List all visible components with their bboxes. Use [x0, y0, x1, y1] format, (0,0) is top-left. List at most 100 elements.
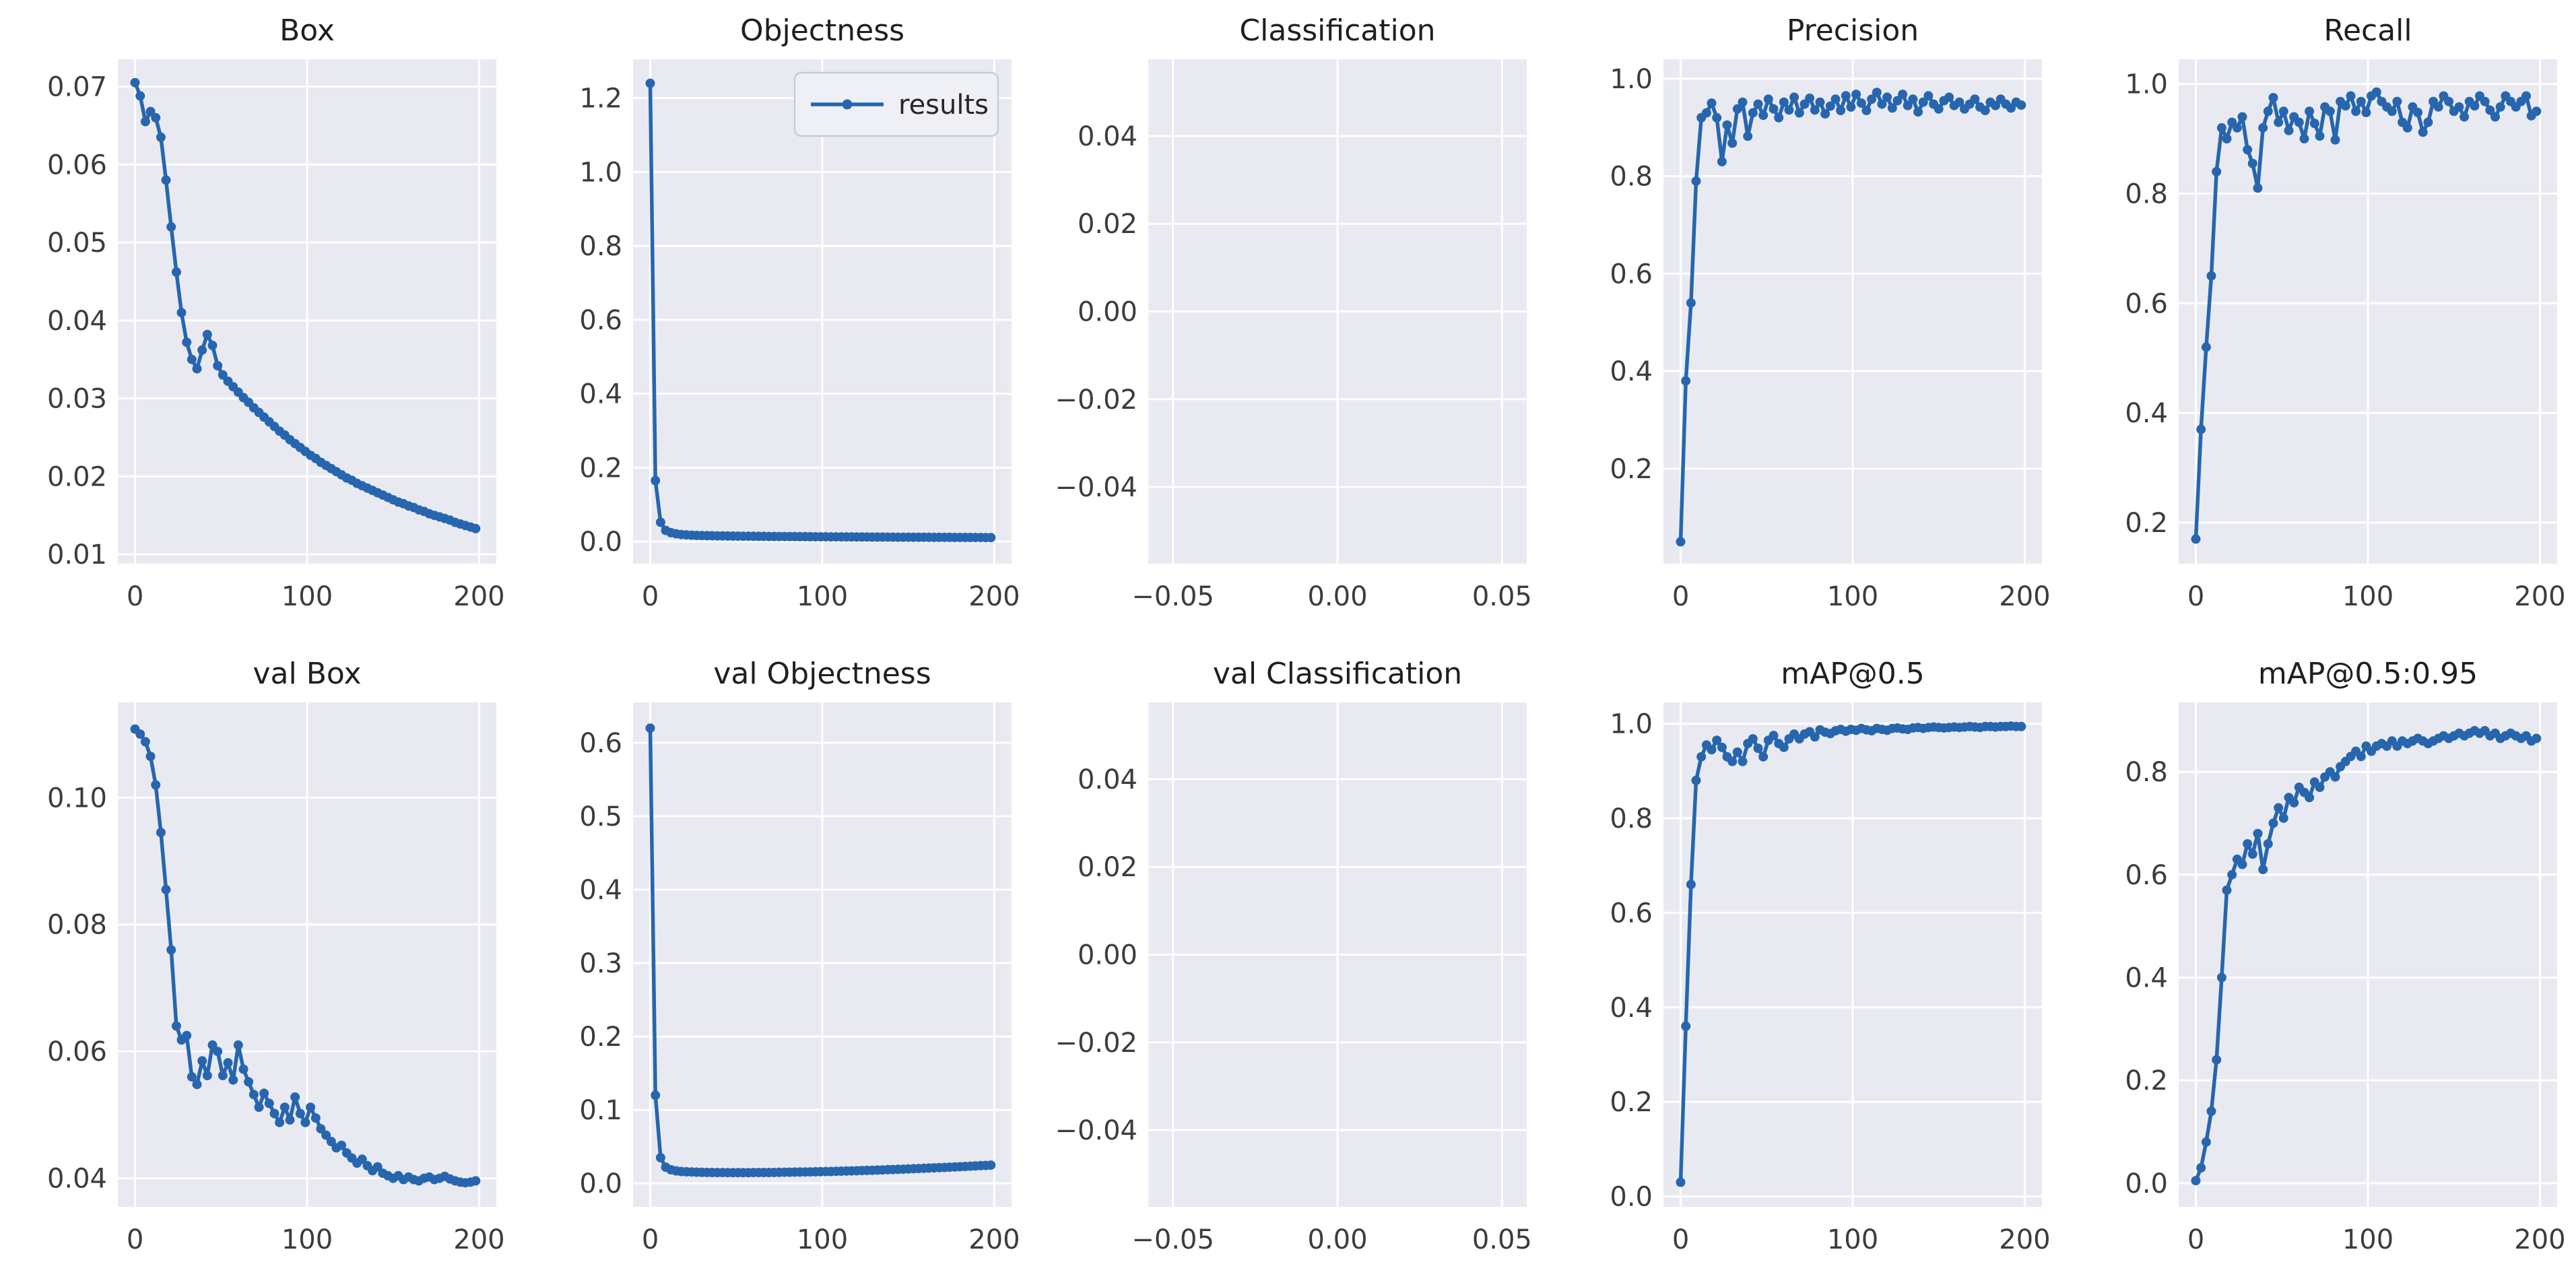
legend-sample-marker	[842, 99, 853, 110]
data-point	[2258, 865, 2268, 875]
data-point	[1877, 99, 1887, 109]
subplot-box-title: Box	[279, 13, 335, 48]
data-point	[645, 78, 655, 88]
y-tick-label: 0.02	[1078, 852, 1137, 883]
y-tick-label: 0.1	[579, 1095, 622, 1126]
data-point	[2521, 91, 2531, 101]
data-point	[1810, 105, 1820, 115]
x-tick-label: 100	[2342, 1224, 2393, 1255]
data-point	[1825, 101, 1835, 111]
x-tick-label: 200	[1999, 1224, 2050, 1255]
y-tick-label: 0.0	[579, 527, 622, 558]
data-point	[2418, 127, 2428, 137]
y-tick-label: 0.6	[1610, 259, 1653, 290]
data-point	[166, 945, 176, 955]
data-point	[1887, 103, 1897, 113]
data-point	[197, 1056, 207, 1066]
data-point	[651, 475, 661, 486]
y-tick-label: 0.8	[2125, 178, 2168, 209]
data-point	[1696, 752, 1707, 762]
data-point	[2227, 869, 2237, 880]
y-tick-label: 0.02	[47, 461, 107, 492]
y-tick-label: 1.0	[1610, 709, 1653, 740]
data-point	[655, 517, 665, 527]
data-point	[2263, 839, 2273, 849]
data-point	[2413, 108, 2423, 117]
data-point	[161, 175, 171, 185]
data-point	[249, 1090, 259, 1100]
data-point	[1784, 105, 1794, 115]
data-point	[337, 1140, 347, 1150]
data-point	[1903, 100, 1913, 110]
data-point	[130, 77, 140, 88]
y-tick-label: 0.06	[47, 1036, 107, 1067]
subplot-box: Box 0 100 200 0.01 0.02 0.03 0.04 0.05 0.06 0.07	[0, 0, 515, 643]
data-point	[1991, 100, 2000, 110]
x-tick-label: 0	[2187, 1224, 2204, 1255]
data-point	[1701, 108, 1711, 118]
data-point	[357, 1154, 367, 1164]
data-point	[166, 222, 176, 232]
data-point	[2278, 813, 2288, 823]
data-point	[295, 1109, 305, 1119]
data-point	[2423, 117, 2433, 127]
y-tick-label: 0.8	[1610, 803, 1653, 834]
y-tick-label: 0.6	[2125, 860, 2168, 891]
x-tick-label: 0	[2187, 581, 2204, 612]
data-point	[1676, 537, 1686, 547]
y-tick-label: 1.0	[2125, 69, 2168, 100]
data-point	[1722, 120, 1732, 130]
data-point	[171, 267, 181, 277]
data-point	[2247, 849, 2257, 859]
x-tick-label: 100	[797, 581, 848, 612]
data-point	[2459, 112, 2470, 122]
x-tick-label: 100	[1827, 581, 1878, 612]
x-tick-label: 200	[2514, 1224, 2565, 1255]
data-point	[192, 364, 202, 374]
y-tick-label: 0.10	[47, 783, 107, 814]
y-tick-label: 1.2	[579, 84, 622, 114]
data-point	[1836, 106, 1846, 115]
data-point	[326, 1137, 336, 1146]
x-tick-label: 0	[127, 581, 143, 612]
data-point	[2315, 783, 2325, 792]
data-point	[1810, 732, 1820, 742]
data-point	[151, 780, 161, 790]
data-point	[156, 828, 166, 838]
data-point	[2232, 123, 2242, 133]
data-point	[269, 1109, 279, 1119]
data-point	[2206, 1107, 2216, 1116]
data-point	[218, 1071, 228, 1080]
data-point	[1872, 88, 1882, 98]
data-point	[1830, 94, 1841, 104]
data-point	[372, 1162, 383, 1172]
data-point	[986, 533, 996, 543]
subplot-recall: Recall 0 100 200 0.2 0.4 0.6 0.8 1.0	[2061, 0, 2576, 643]
data-point	[2237, 859, 2247, 869]
x-tick-label: 200	[2514, 581, 2565, 612]
data-point	[2237, 112, 2247, 122]
data-point	[2253, 183, 2263, 193]
data-point	[2294, 117, 2304, 127]
data-point	[1732, 747, 1742, 757]
y-tick-label: 1.0	[579, 157, 622, 188]
subplot-precision: Precision 0 100 200 0.2 0.4 0.6 0.8 1.0	[1546, 0, 2061, 643]
data-point	[1882, 92, 1892, 102]
data-point	[233, 1040, 243, 1050]
y-tick-label: 0.6	[1610, 898, 1653, 929]
data-point	[300, 1117, 310, 1127]
subplot-val-classification-title: val Classification	[1212, 657, 1463, 691]
data-point	[161, 884, 171, 894]
y-tick-label: 0.07	[47, 72, 107, 103]
data-point	[2196, 1163, 2206, 1173]
data-point	[2340, 101, 2350, 111]
data-point	[2309, 119, 2319, 129]
data-point	[2305, 793, 2315, 803]
data-point	[1717, 157, 1727, 166]
y-tick-label: 0.8	[1610, 162, 1653, 193]
y-tick-label: 0.3	[579, 948, 622, 979]
data-point	[2191, 1176, 2201, 1186]
data-point	[244, 1077, 254, 1087]
y-tick-label: 0.04	[1078, 121, 1137, 152]
data-point	[2268, 93, 2278, 102]
